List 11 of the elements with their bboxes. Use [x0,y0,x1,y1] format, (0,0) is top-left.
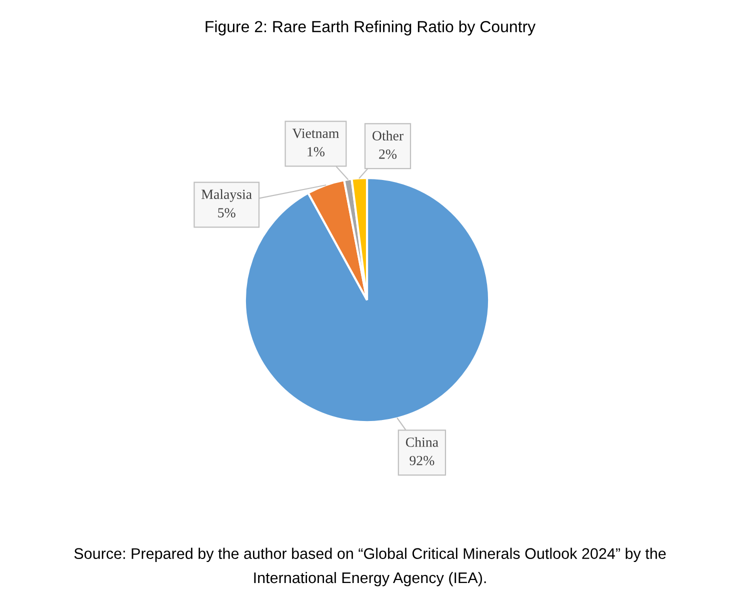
slice-label: Other [372,130,404,140]
slice-label: China [406,437,438,447]
pie-slice [307,179,368,302]
data-label: 1% [308,147,325,156]
data-label: 2% [379,149,397,159]
slice-label: Vietnam [292,128,339,138]
data-label: 5% [218,208,236,218]
data-label: 92% [410,456,434,466]
source-note: Source: Prepared by the author based on “Global Critical Minerals Outlook 2024” by the International Energy Agency (IEA). [74,548,666,586]
slice-label: Malaysia [202,189,252,202]
chart-title: Figure 2: Rare Earth Refining Ratio by Country [206,20,536,36]
